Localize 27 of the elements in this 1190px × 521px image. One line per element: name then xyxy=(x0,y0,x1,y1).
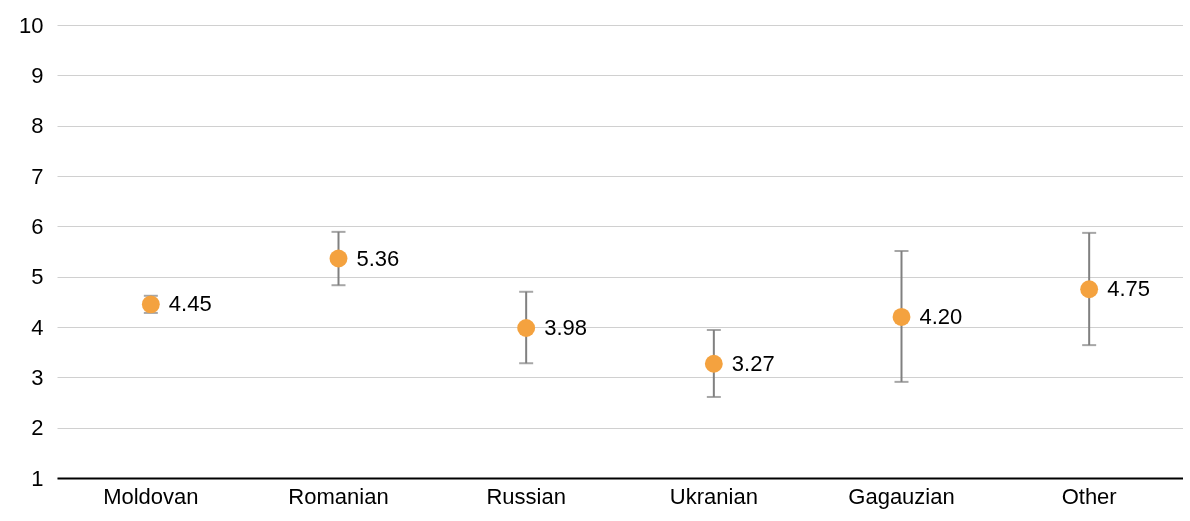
point xyxy=(892,308,911,326)
x-tick-label: Gagauzian xyxy=(848,483,955,509)
y-tick-label: 10 xyxy=(19,12,44,38)
y-tick-label: 5 xyxy=(31,264,44,290)
y-tick-label: 6 xyxy=(31,213,44,239)
point xyxy=(517,319,536,337)
y-tick-label: 9 xyxy=(31,62,44,88)
x-tick-label: Ukranian xyxy=(669,483,758,509)
y-tick-label: 1 xyxy=(31,465,44,491)
data-label: 4.20 xyxy=(919,303,963,329)
y-tick-label: 7 xyxy=(31,163,44,189)
y-tick-label: 2 xyxy=(31,415,44,441)
y-tick-label: 3 xyxy=(31,364,44,390)
data-label: 3.27 xyxy=(731,350,775,376)
y-tick-label: 8 xyxy=(31,113,44,139)
point xyxy=(1080,280,1099,299)
x-tick-label: Russian xyxy=(486,483,566,509)
point xyxy=(704,354,723,373)
data-label: 4.45 xyxy=(168,291,212,317)
y-tick-label: 4 xyxy=(31,314,44,340)
x-tick-label: Moldovan xyxy=(103,483,199,509)
x-tick-label: Romanian xyxy=(288,483,389,509)
data-label: 4.75 xyxy=(1107,276,1150,302)
data-label: 5.36 xyxy=(356,245,400,271)
point xyxy=(329,249,348,268)
x-tick-label: Other xyxy=(1061,483,1117,509)
data-label: 3.98 xyxy=(544,315,587,341)
